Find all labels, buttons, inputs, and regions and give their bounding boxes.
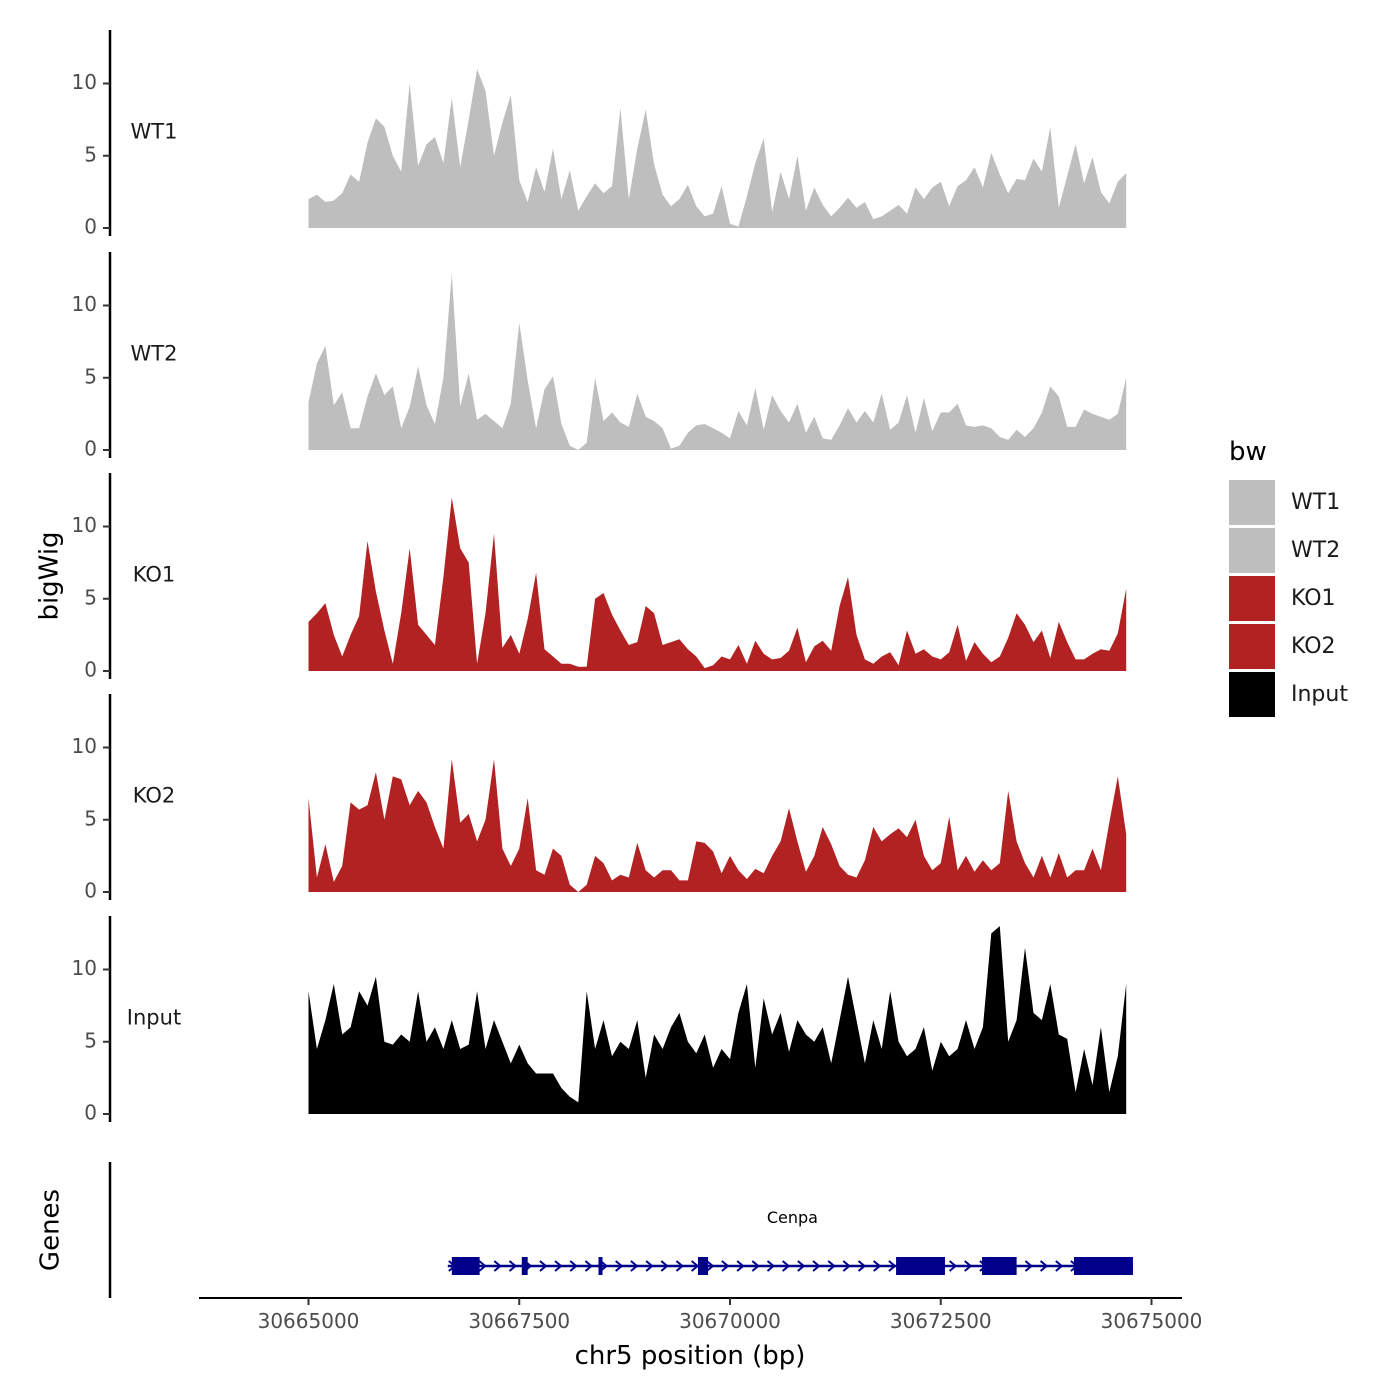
y-axis-title: bigWig: [35, 531, 65, 620]
strand-arrow: [827, 1260, 836, 1272]
legend-label-ko1: KO1: [1291, 586, 1336, 611]
legend-label-wt1: WT1: [1291, 490, 1340, 515]
x-axis: 30665000 30667500 30670000 30672500 30675000…: [199, 1297, 1203, 1371]
strand-arrow: [1024, 1260, 1033, 1272]
legend-swatch-wt2: [1229, 528, 1275, 573]
x-tick-label: 30670000: [679, 1309, 781, 1333]
track-wt1: 0 5 10 WT1: [72, 30, 1127, 239]
strand-arrow: [675, 1260, 684, 1272]
track-ko2: 0 5 10 KO2: [72, 694, 1127, 903]
legend: bw WT1 WT2 KO1 KO2 Input: [1229, 437, 1348, 717]
strand-arrow: [690, 1260, 700, 1272]
gene-name-label: Cenpa: [767, 1208, 818, 1227]
strand-arrow: [948, 1260, 958, 1272]
strand-arrow: [615, 1260, 624, 1272]
x-tick-label: 30675000: [1101, 1309, 1203, 1333]
track-label: WT2: [131, 342, 178, 366]
strand-arrow: [599, 1260, 609, 1272]
strand-arrow: [888, 1260, 897, 1272]
strand-arrow: [508, 1260, 518, 1272]
y-tick-label: 0: [84, 215, 97, 239]
strand-arrow: [721, 1260, 730, 1272]
y-tick-label: 0: [84, 879, 97, 903]
legend-label-input: Input: [1291, 682, 1348, 707]
strand-arrow: [554, 1260, 563, 1272]
strand-arrow: [812, 1260, 821, 1272]
track-input: 0 5 10 Input: [72, 916, 1127, 1125]
y-tick-label: 10: [72, 734, 97, 758]
strand-arrow: [751, 1260, 760, 1272]
gene-exon: [521, 1257, 528, 1275]
y-tick-label: 10: [72, 956, 97, 980]
gene-exon: [982, 1257, 1017, 1275]
strand-arrow: [842, 1260, 851, 1272]
gene-model: Cenpa: [447, 1208, 1133, 1275]
strand-arrow: [857, 1260, 867, 1272]
genes-axis-title: Genes: [36, 1189, 66, 1271]
gene-exon: [1073, 1257, 1133, 1275]
legend-entries: WT1 WT2 KO1 KO2 Input: [1229, 480, 1348, 717]
signal-area-input: [308, 926, 1127, 1114]
tracks-group: 0 5 10 WT1 0 5 10 WT2 0 5 10 KO1 0 5 10 KO2 0 5 10 Input: [72, 30, 1127, 1125]
x-tick-label: 30667500: [468, 1309, 570, 1333]
x-tick-label: 30665000: [258, 1309, 360, 1333]
legend-swatch-input: [1229, 672, 1275, 717]
strand-arrow: [645, 1260, 654, 1272]
gene-exon: [697, 1257, 709, 1275]
y-tick-label: 5: [84, 806, 97, 830]
strand-arrow: [584, 1260, 593, 1272]
track-label: KO2: [133, 784, 176, 808]
track-ko1: 0 5 10 KO1: [72, 473, 1127, 682]
strand-arrow: [1055, 1260, 1064, 1272]
strand-arrow: [569, 1260, 578, 1272]
legend-swatch-ko2: [1229, 624, 1275, 669]
legend-title: bw: [1229, 437, 1267, 467]
y-tick-label: 0: [84, 1101, 97, 1125]
legend-label-ko2: KO2: [1291, 634, 1336, 659]
gene-exon: [896, 1257, 945, 1275]
y-tick-label: 5: [84, 1028, 97, 1052]
strand-arrow: [493, 1260, 502, 1272]
strand-arrow: [1039, 1260, 1049, 1272]
strand-arrow: [781, 1260, 791, 1272]
y-tick-label: 0: [84, 437, 97, 461]
x-tick-label: 30672500: [890, 1309, 992, 1333]
strand-arrow: [630, 1260, 639, 1272]
y-tick-label: 5: [84, 142, 97, 166]
legend-swatch-wt1: [1229, 480, 1275, 525]
strand-arrow: [706, 1260, 715, 1272]
signal-area-ko2: [308, 759, 1127, 892]
y-tick-label: 10: [72, 513, 97, 537]
y-tick-label: 0: [84, 658, 97, 682]
y-tick-label: 10: [72, 70, 97, 94]
track-label: WT1: [131, 120, 178, 144]
strand-arrow: [660, 1260, 669, 1272]
x-ticks: 30665000 30667500 30670000 30672500 30675000: [258, 1298, 1203, 1333]
track-label: Input: [127, 1006, 181, 1030]
signal-area-wt1: [308, 69, 1127, 228]
gene-exon: [598, 1257, 603, 1275]
strand-arrow: [873, 1260, 882, 1272]
gene-exon: [451, 1257, 480, 1275]
genes-panel: Genes Cenpa: [36, 1162, 1133, 1298]
y-tick-label: 10: [72, 292, 97, 316]
x-axis-title: chr5 position (bp): [575, 1341, 806, 1371]
signal-area-wt2: [308, 273, 1127, 450]
track-label: KO1: [133, 563, 176, 587]
signal-area-ko1: [308, 497, 1127, 671]
strand-arrow: [478, 1260, 487, 1272]
strand-arrow: [539, 1260, 548, 1272]
y-tick-label: 5: [84, 364, 97, 388]
legend-label-wt2: WT2: [1291, 538, 1340, 563]
strand-arrow: [766, 1260, 776, 1272]
legend-swatch-ko1: [1229, 576, 1275, 621]
strand-arrow: [797, 1260, 806, 1272]
y-tick-label: 5: [84, 585, 97, 609]
track-wt2: 0 5 10 WT2: [72, 252, 1127, 461]
strand-arrow: [736, 1260, 745, 1272]
strand-arrow: [964, 1260, 973, 1272]
